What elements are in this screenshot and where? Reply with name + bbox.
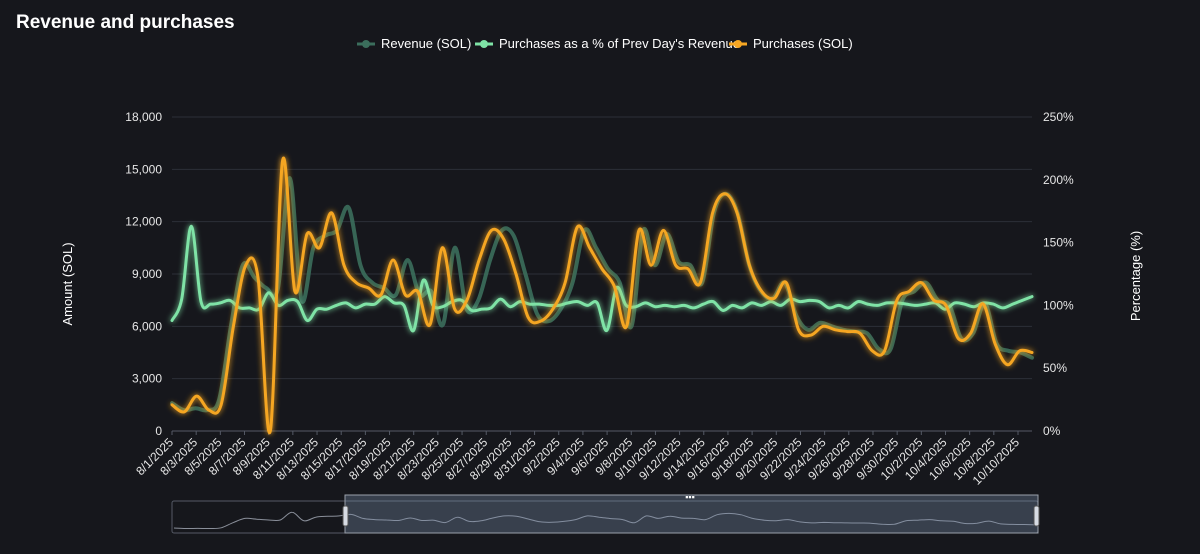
series-line-2 (170, 156, 1034, 435)
y-axis-left: 0 3,000 6,000 9,000 12,000 15,000 18,000 (125, 110, 162, 438)
y-tick-left: 9,000 (132, 267, 162, 281)
zoom-handle-right[interactable] (1033, 505, 1040, 527)
y-tick-right: 0% (1043, 424, 1061, 438)
legend-item-revenue[interactable]: Revenue (SOL) (357, 36, 471, 51)
legend-label-purchases: Purchases (SOL) (753, 36, 853, 51)
y-axis-right: 0% 50% 100% 150% 200% 250% (1043, 110, 1074, 438)
y-tick-left: 0 (155, 424, 162, 438)
zoom-slider-preview (173, 511, 1037, 530)
y-tick-right: 50% (1043, 361, 1067, 375)
y-tick-left: 6,000 (132, 319, 162, 333)
legend[interactable]: Revenue (SOL) Purchases as a % of Prev D… (357, 36, 853, 51)
y-axis-left-title: Amount (SOL) (60, 242, 75, 325)
series-line-0 (170, 176, 1034, 413)
y-axis-right-title: Percentage (%) (1128, 231, 1143, 321)
zoom-handle-left[interactable] (342, 505, 349, 527)
legend-label-percentage: Purchases as a % of Prev Day's Revenue (499, 36, 740, 51)
zoom-grip-icon[interactable]: ▪▪▪ (685, 492, 695, 502)
series-lines (170, 156, 1034, 435)
y-tick-left: 15,000 (125, 162, 162, 176)
y-tick-right: 200% (1043, 173, 1074, 187)
series-line-1 (170, 224, 1034, 333)
zoom-slider[interactable]: ▪▪▪ (171, 492, 1040, 534)
legend-label-revenue: Revenue (SOL) (381, 36, 471, 51)
y-tick-right: 100% (1043, 298, 1074, 312)
y-tick-left: 3,000 (132, 372, 162, 386)
legend-item-purchases[interactable]: Purchases (SOL) (729, 36, 853, 51)
x-axis: 8/1/20258/3/20258/5/20258/7/20258/9/2025… (133, 430, 1032, 488)
chart-title: Revenue and purchases (16, 12, 235, 33)
legend-item-percentage[interactable]: Purchases as a % of Prev Day's Revenue (475, 36, 740, 51)
y-tick-right: 150% (1043, 236, 1074, 250)
y-tick-right: 250% (1043, 110, 1074, 124)
y-tick-left: 18,000 (125, 110, 162, 124)
y-tick-left: 12,000 (125, 215, 162, 229)
